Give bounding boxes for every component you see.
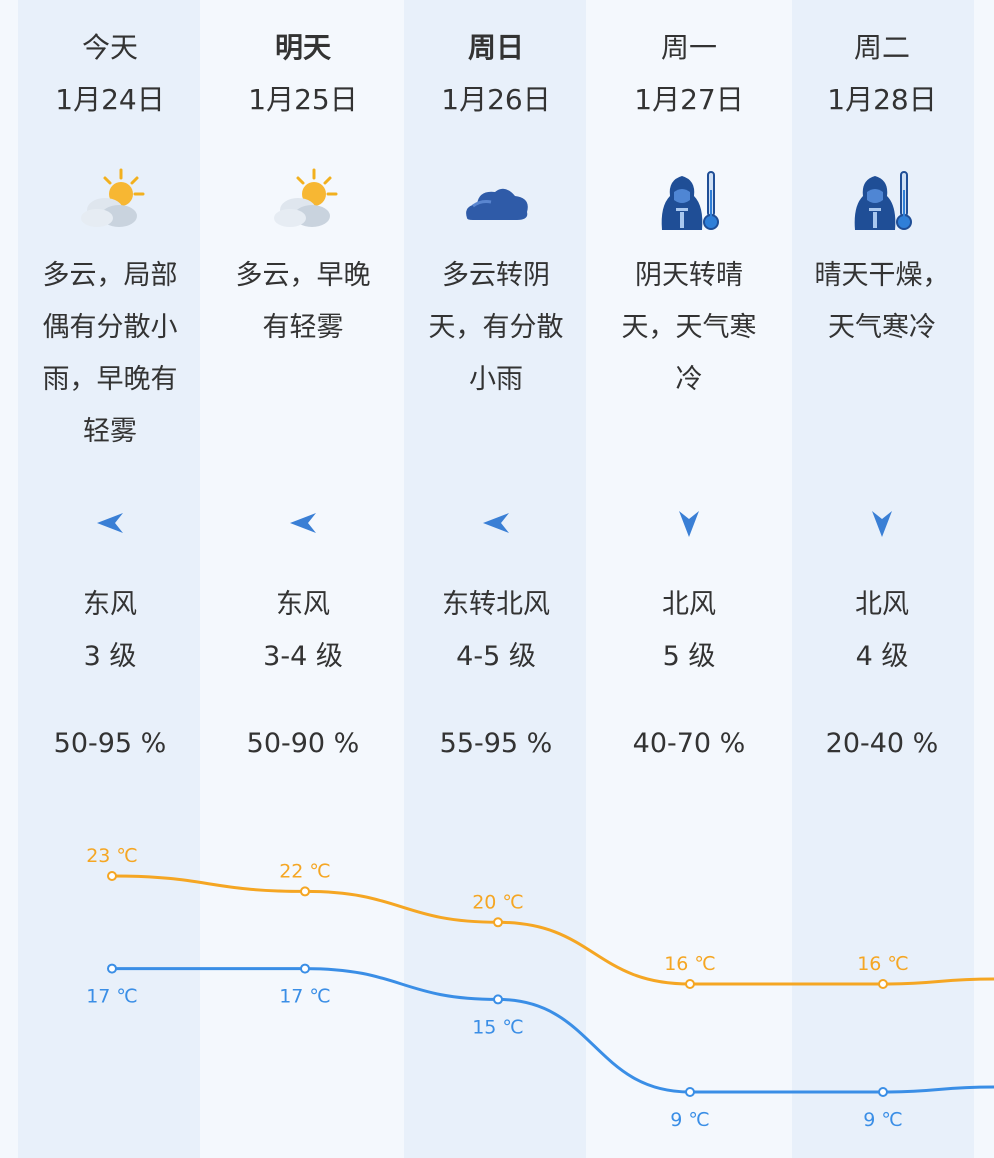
high-temp-point bbox=[493, 917, 503, 928]
low-temp-point bbox=[685, 1087, 695, 1097]
humidity: 40-70 % bbox=[632, 728, 746, 759]
high-temp-point bbox=[685, 979, 695, 989]
wind-level: 4 级 bbox=[855, 641, 909, 672]
low-temp-point bbox=[493, 994, 503, 1005]
high-temp-point bbox=[300, 886, 310, 897]
desc-line: 冷 bbox=[675, 364, 703, 395]
desc-line: 多云，局部 bbox=[42, 260, 178, 291]
wind-arrow-left-icon bbox=[290, 513, 316, 533]
desc-line: 阴天转晴 bbox=[635, 260, 743, 291]
desc-line: 天气寒冷 bbox=[828, 312, 936, 343]
low-temp-point bbox=[107, 963, 117, 974]
desc-line: 天，天气寒 bbox=[621, 312, 757, 343]
high-temp-label: 16 ℃ bbox=[664, 953, 716, 975]
weather-description: 多云转阴 天，有分散 小雨 bbox=[419, 250, 573, 406]
day-column[interactable]: 明天 1月25日 多云，早晚 有轻雾 东风 3-4 级 50-90 % bbox=[208, 0, 398, 800]
low-temp-point bbox=[300, 963, 310, 974]
wind-arrow-left-icon bbox=[483, 513, 509, 533]
desc-line: 雨，早晚有 bbox=[42, 364, 178, 395]
date-label: 1月24日 bbox=[55, 83, 165, 116]
wind-direction: 东风 bbox=[276, 589, 330, 620]
day-of-week: 周一 bbox=[660, 31, 717, 64]
day-of-week: 周日 bbox=[467, 31, 524, 64]
high-temp-label: 20 ℃ bbox=[472, 891, 524, 913]
partly-cloudy-sun-icon bbox=[274, 168, 338, 227]
wind-arrow-down-icon bbox=[872, 511, 892, 537]
desc-line: 有轻雾 bbox=[262, 312, 344, 343]
high-temp-label: 22 ℃ bbox=[279, 860, 331, 882]
wind-arrow-down-icon bbox=[679, 511, 699, 537]
desc-line: 小雨 bbox=[469, 364, 523, 395]
wind-direction: 东转北风 bbox=[442, 589, 550, 620]
humidity: 50-90 % bbox=[246, 728, 360, 759]
date-label: 1月27日 bbox=[634, 83, 744, 116]
desc-line: 偶有分散小 bbox=[42, 312, 178, 343]
wind-arrow-left-icon bbox=[97, 513, 123, 533]
weather-description: 阴天转晴 天，天气寒 冷 bbox=[612, 250, 766, 406]
day-column[interactable]: 周二 1月28日 晴天干燥， 天气寒冷 北风 4 级 20-40 % bbox=[787, 0, 977, 800]
temperature-chart: 23 ℃ 22 ℃ 20 ℃ 16 ℃ 16 ℃ 17 ℃ 17 ℃ 15 ℃ 9 ℃ 9 ℃ bbox=[86, 845, 994, 1131]
low-temp-label: 9 ℃ bbox=[863, 1109, 902, 1131]
day-of-week: 明天 bbox=[274, 31, 331, 64]
date-label: 1月28日 bbox=[827, 83, 937, 116]
low-temp-label: 15 ℃ bbox=[472, 1016, 524, 1038]
humidity: 50-95 % bbox=[53, 728, 167, 759]
weather-description: 多云，局部 偶有分散小 雨，早晚有 轻雾 bbox=[33, 250, 187, 458]
day-column[interactable]: 周日 1月26日 多云转阴 天，有分散 小雨 东转北风 4-5 级 55-95 … bbox=[401, 0, 591, 800]
desc-line: 多云转阴 bbox=[442, 260, 550, 291]
wind-direction: 东风 bbox=[83, 589, 137, 620]
wind-level: 5 级 bbox=[662, 641, 716, 672]
low-temp-line bbox=[111, 967, 994, 1094]
day-column[interactable]: 今天 1月24日 多云，局部 偶有分散小 雨，早晚有 轻雾 东风 3 级 50-… bbox=[15, 0, 205, 800]
high-temp-label: 23 ℃ bbox=[86, 845, 138, 867]
day-column[interactable]: 周一 1月27日 阴天转晴 天，天气寒 冷 北风 5 级 40-70 % bbox=[594, 0, 784, 800]
wind-direction: 北风 bbox=[855, 589, 909, 620]
low-temp-label: 17 ℃ bbox=[86, 986, 138, 1008]
wind-level: 4-5 级 bbox=[456, 641, 536, 672]
desc-line: 天，有分散 bbox=[428, 312, 564, 343]
weather-description: 晴天干燥， 天气寒冷 bbox=[805, 250, 959, 354]
high-temp-label: 16 ℃ bbox=[857, 953, 909, 975]
low-temp-point bbox=[878, 1087, 888, 1097]
date-label: 1月25日 bbox=[248, 83, 358, 116]
weather-description: 多云，早晚 有轻雾 bbox=[226, 250, 380, 354]
desc-line: 轻雾 bbox=[83, 416, 137, 447]
date-label: 1月26日 bbox=[441, 83, 551, 116]
wind-level: 3 级 bbox=[83, 641, 137, 672]
partly-cloudy-sun-icon bbox=[81, 168, 145, 227]
cold-thermometer-icon bbox=[661, 171, 719, 230]
high-temp-point bbox=[878, 979, 888, 989]
day-of-week: 周二 bbox=[853, 31, 910, 64]
low-temp-label: 9 ℃ bbox=[670, 1109, 709, 1131]
wind-direction: 北风 bbox=[662, 589, 716, 620]
humidity: 20-40 % bbox=[825, 728, 939, 759]
cloud-icon bbox=[466, 188, 528, 220]
day-of-week: 今天 bbox=[81, 31, 138, 64]
low-temp-label: 17 ℃ bbox=[279, 986, 331, 1008]
desc-line: 晴天干燥， bbox=[814, 260, 950, 291]
desc-line: 多云，早晚 bbox=[235, 260, 371, 291]
cold-thermometer-icon bbox=[854, 171, 912, 230]
humidity: 55-95 % bbox=[439, 728, 553, 759]
wind-level: 3-4 级 bbox=[263, 641, 343, 672]
high-temp-point bbox=[107, 871, 117, 881]
